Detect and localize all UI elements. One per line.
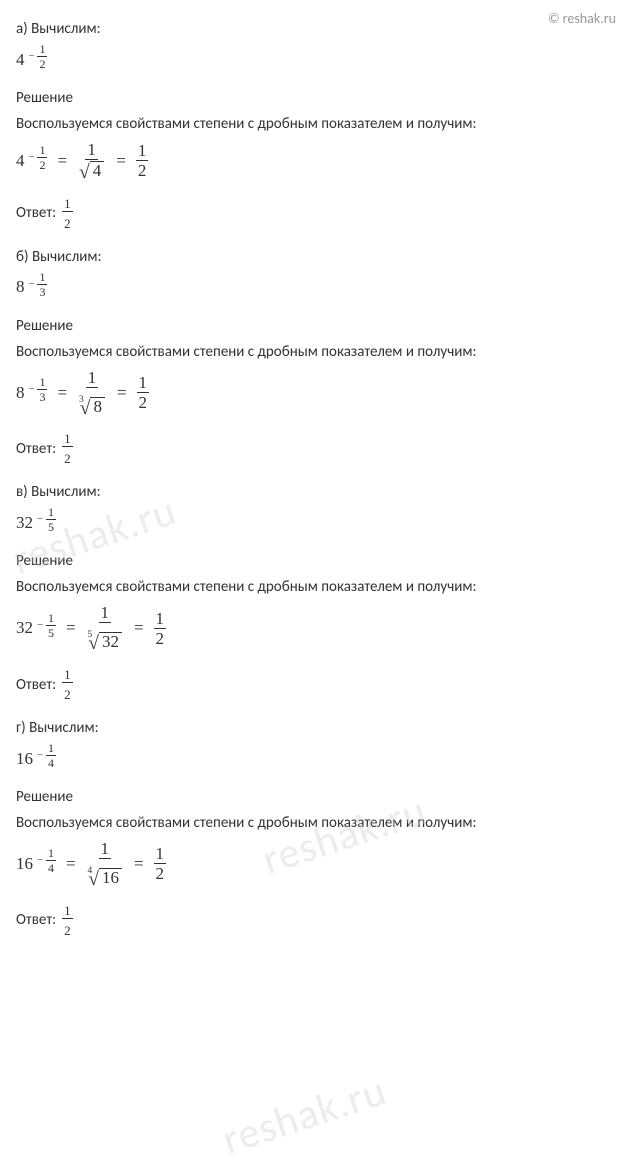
property-text: Воспользуемся свойствами степени с дробн…	[16, 814, 616, 832]
radical: 5 √ 32	[88, 632, 122, 652]
solution-heading: Решение	[16, 788, 616, 806]
answer-fraction: 1 2	[62, 904, 73, 937]
answer-line: Ответ: 1 2	[16, 668, 75, 701]
base-value: 16	[16, 749, 33, 769]
problem-letter: в)	[16, 483, 28, 501]
result-fraction: 1 2	[136, 142, 149, 179]
exponent: −13	[29, 376, 50, 403]
result-fraction: 1 2	[154, 845, 167, 882]
problem-section: в) Вычислим: 32−15 Решение Воспользуемся…	[16, 483, 616, 709]
result-fraction: 1 2	[137, 374, 150, 411]
answer-fraction: 1 2	[62, 668, 73, 701]
exponent: −14	[37, 847, 58, 874]
answer-label: Ответ:	[16, 676, 56, 694]
compute-label: Вычислим:	[31, 483, 101, 501]
compute-label: Вычислим:	[32, 248, 102, 266]
radicand: 8	[90, 397, 105, 417]
base-value: 32	[16, 618, 33, 638]
radical: 3 √ 8	[79, 397, 105, 417]
compute-label: Вычислим:	[29, 719, 99, 737]
fraction-one-over-root: 1 3 √ 8	[77, 369, 107, 417]
answer-label: Ответ:	[16, 440, 56, 458]
solution-equation: 4−12 = 1 √ 4 = 1 2	[16, 141, 616, 181]
radical: √ 4	[79, 161, 104, 181]
exponent: −15	[37, 506, 58, 533]
expression: 4−12	[16, 46, 616, 73]
exponent: −13	[29, 271, 50, 298]
solution-equation: 8−13 = 1 3 √ 8 = 1 2	[16, 369, 616, 417]
compute-heading: г) Вычислим:	[16, 719, 616, 737]
exponent: −12	[29, 43, 50, 70]
answer-line: Ответ: 1 2	[16, 432, 75, 465]
problem-letter: б)	[16, 248, 29, 266]
problem-section: б) Вычислим: 8−13 Решение Воспользуемся …	[16, 248, 616, 474]
exponent: −12	[29, 144, 50, 171]
result-fraction: 1 2	[154, 610, 167, 647]
radical: 4 √ 16	[88, 868, 122, 888]
compute-heading: б) Вычислим:	[16, 248, 616, 266]
property-text: Воспользуемся свойствами степени с дробн…	[16, 343, 616, 361]
property-text: Воспользуемся свойствами степени с дробн…	[16, 578, 616, 596]
solution-equation: 16−14 = 1 4 √ 16 = 1 2	[16, 840, 616, 888]
base-value: 32	[16, 513, 33, 533]
equals-sign: =	[53, 383, 71, 403]
problem-letter: а)	[16, 20, 28, 38]
exponent: −14	[37, 742, 58, 769]
equals-sign: =	[130, 618, 148, 638]
solution-heading: Решение	[16, 89, 616, 107]
expression: 16−14	[16, 745, 616, 772]
document-body: а) Вычислим: 4−12 Решение Воспользуемся …	[16, 20, 616, 945]
equals-sign: =	[62, 618, 80, 638]
fraction-one-over-root: 1 √ 4	[77, 141, 106, 181]
answer-fraction: 1 2	[62, 197, 73, 230]
equals-sign: =	[53, 151, 71, 171]
problem-letter: г)	[16, 719, 26, 737]
base-value: 4	[16, 50, 25, 70]
radicand: 4	[90, 161, 105, 181]
answer-line: Ответ: 1 2	[16, 904, 75, 937]
base-value: 16	[16, 854, 33, 874]
equals-sign: =	[113, 383, 131, 403]
problem-section: а) Вычислим: 4−12 Решение Воспользуемся …	[16, 20, 616, 238]
watermark: reshak.ru	[216, 1065, 393, 1166]
radicand: 32	[99, 632, 122, 652]
answer-label: Ответ:	[16, 204, 56, 222]
equals-sign: =	[130, 854, 148, 874]
expression: 8−13	[16, 274, 616, 301]
radicand: 16	[99, 868, 122, 888]
expression: 32−15	[16, 509, 616, 536]
equals-sign: =	[62, 854, 80, 874]
base-value: 4	[16, 151, 25, 171]
fraction-one-over-root: 1 4 √ 16	[86, 840, 124, 888]
answer-fraction: 1 2	[62, 432, 73, 465]
compute-label: Вычислим:	[31, 20, 101, 38]
base-value: 8	[16, 277, 25, 297]
answer-label: Ответ:	[16, 911, 56, 929]
fraction-one-over-root: 1 5 √ 32	[86, 604, 124, 652]
solution-equation: 32−15 = 1 5 √ 32 = 1 2	[16, 604, 616, 652]
base-value: 8	[16, 383, 25, 403]
compute-heading: а) Вычислим:	[16, 20, 616, 38]
answer-line: Ответ: 1 2	[16, 197, 75, 230]
copyright-text: © reshak.ru	[548, 10, 616, 27]
solution-heading: Решение	[16, 317, 616, 335]
equals-sign: =	[112, 151, 130, 171]
solution-heading: Решение	[16, 552, 616, 570]
property-text: Воспользуемся свойствами степени с дробн…	[16, 115, 616, 133]
problem-section: г) Вычислим: 16−14 Решение Воспользуемся…	[16, 719, 616, 945]
compute-heading: в) Вычислим:	[16, 483, 616, 501]
exponent: −15	[37, 612, 58, 639]
